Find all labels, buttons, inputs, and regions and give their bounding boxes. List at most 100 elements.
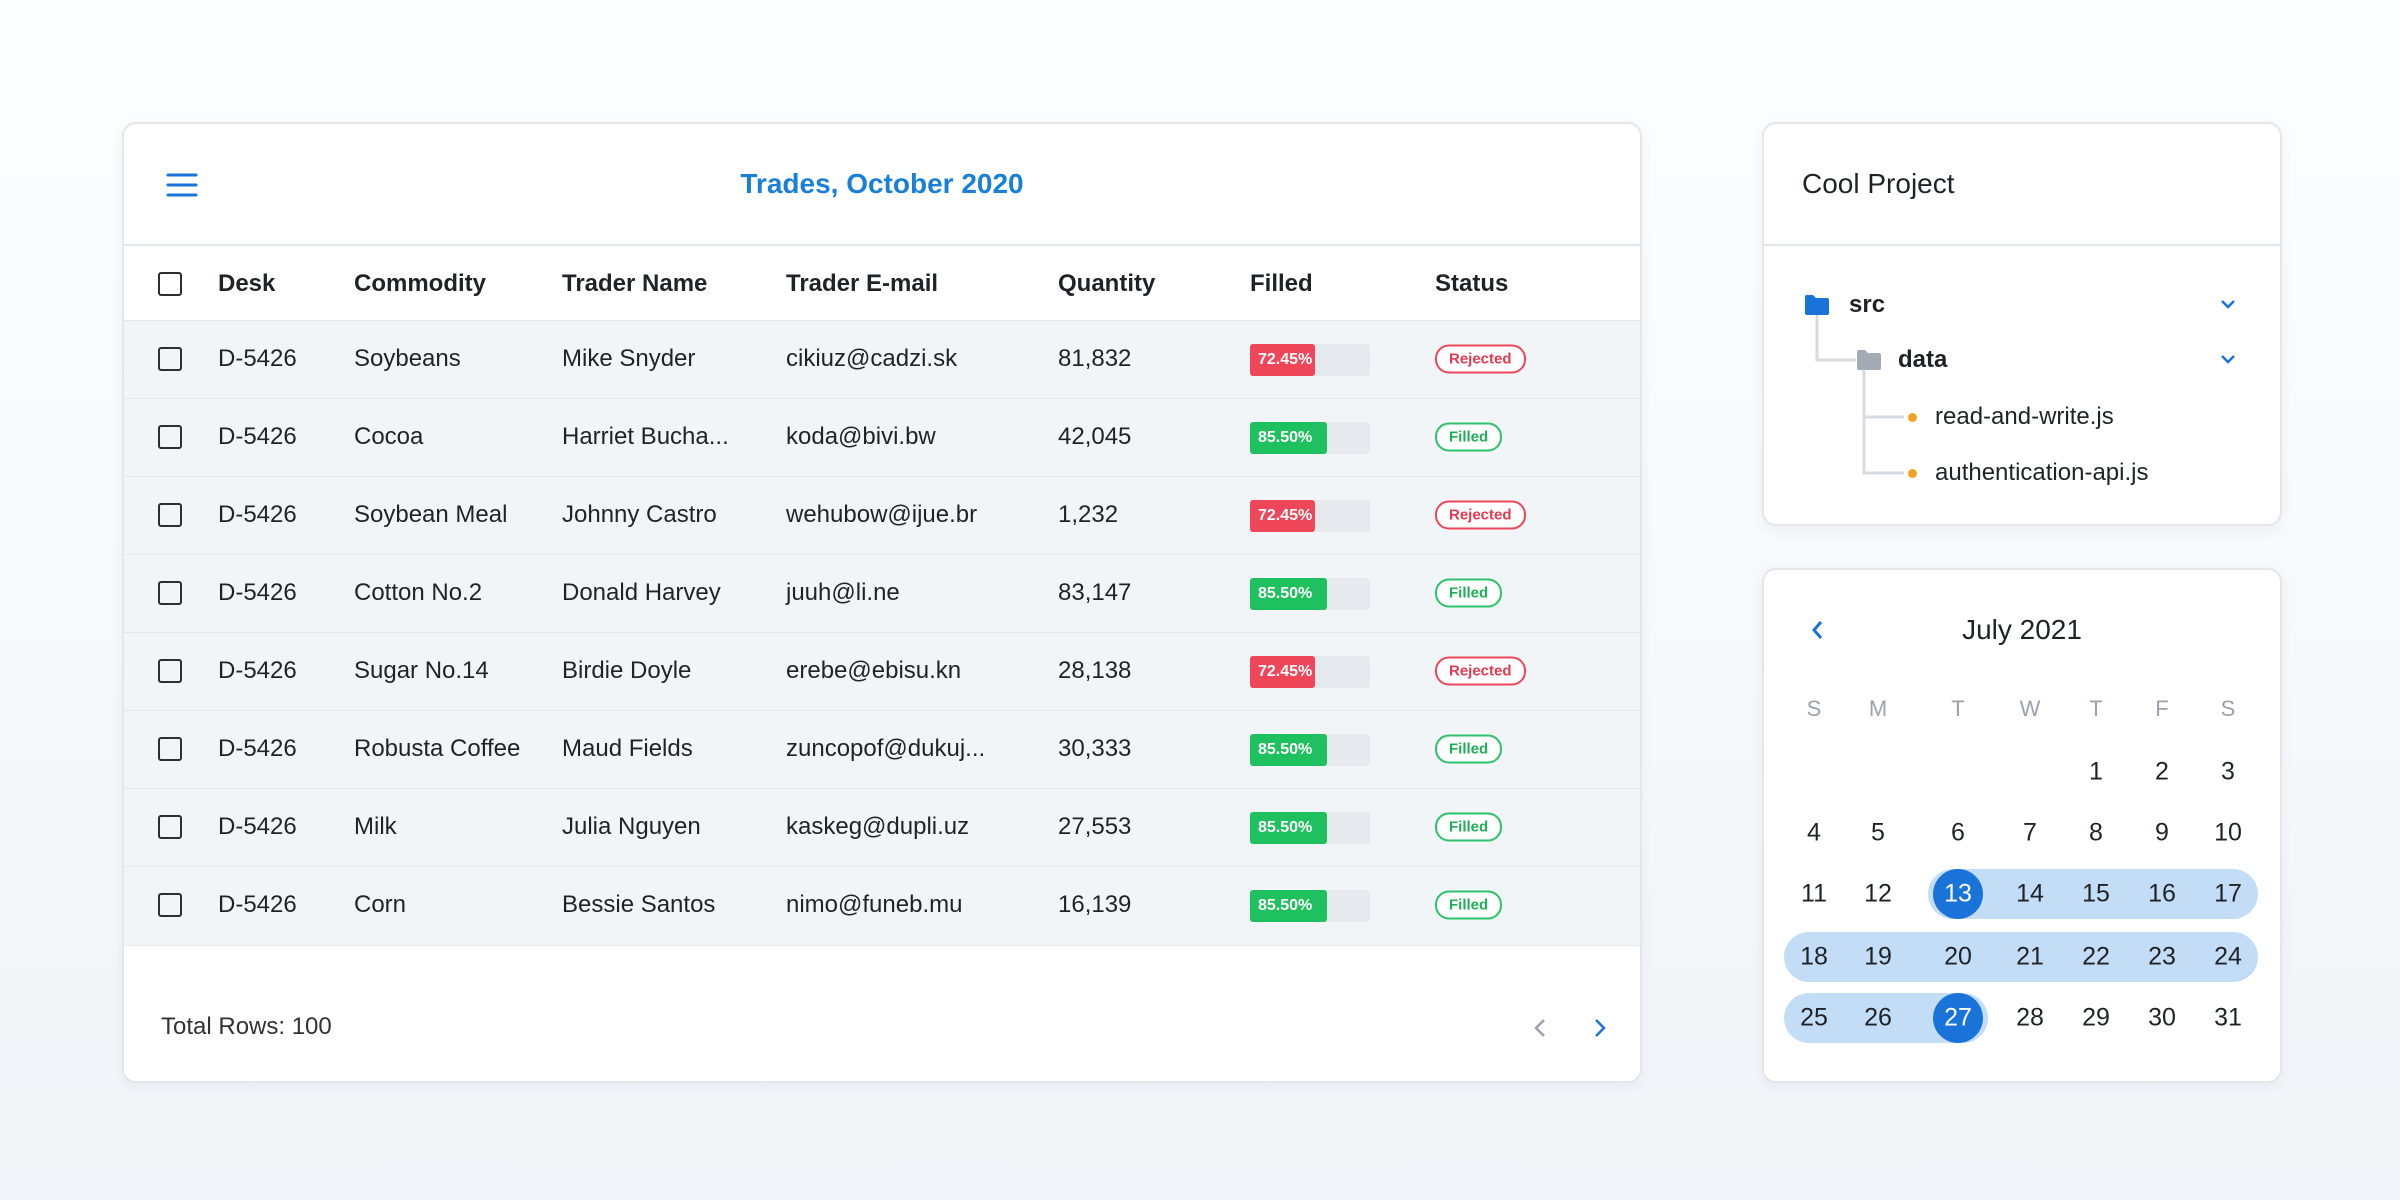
row-checkbox[interactable] xyxy=(158,425,182,449)
cell: D-5426 xyxy=(218,891,297,918)
day[interactable]: 2 xyxy=(2155,757,2169,786)
day[interactable]: 25 xyxy=(1800,1003,1828,1032)
day[interactable]: 30 xyxy=(2148,1003,2176,1032)
pagination xyxy=(1534,1019,1606,1037)
filled-bar xyxy=(1250,578,1327,610)
filled-label: 72.45% xyxy=(1258,663,1313,680)
day[interactable]: 19 xyxy=(1864,942,1892,971)
filled-label: 72.45% xyxy=(1258,507,1313,524)
weekday: T xyxy=(2089,696,2103,721)
row-checkbox[interactable] xyxy=(158,659,182,683)
cell: Mike Snyder xyxy=(562,345,696,372)
expand-chevron[interactable] xyxy=(2218,352,2238,366)
cell: 1,232 xyxy=(1058,501,1119,528)
cell: Soybeans xyxy=(354,345,461,372)
divider xyxy=(1764,244,2280,246)
folder-label[interactable]: src xyxy=(1849,291,1886,318)
status-badge: Rejected xyxy=(1435,656,1526,686)
day[interactable]: 5 xyxy=(1871,818,1885,847)
day[interactable]: 11 xyxy=(1801,879,1827,908)
cell: D-5426 xyxy=(218,423,297,450)
day[interactable]: 14 xyxy=(2016,879,2044,908)
menu-icon[interactable] xyxy=(166,172,198,198)
expand-chevron[interactable] xyxy=(2218,297,2238,311)
day[interactable]: 13 xyxy=(1944,879,1972,908)
filled-bar xyxy=(1250,734,1327,766)
cell: 83,147 xyxy=(1058,579,1132,606)
cell: Sugar No.14 xyxy=(354,657,489,684)
day[interactable]: 29 xyxy=(2082,1003,2110,1032)
day[interactable]: 1 xyxy=(2089,757,2103,786)
cell: D-5426 xyxy=(218,813,297,840)
row-checkbox[interactable] xyxy=(158,347,182,371)
file-label[interactable]: authentication-api.js xyxy=(1935,459,2149,486)
day[interactable]: 6 xyxy=(1951,818,1965,847)
day[interactable]: 15 xyxy=(2082,879,2110,908)
filled-label: 85.50% xyxy=(1258,897,1313,914)
table-row: D-5426 Milk Julia Nguyen kaskeg@dupli.uz 27,… xyxy=(124,788,1640,867)
cell: D-5426 xyxy=(218,657,297,684)
day[interactable]: 18 xyxy=(1800,942,1828,971)
next-page[interactable] xyxy=(1595,1019,1606,1037)
filled-bar xyxy=(1250,422,1327,454)
cell: Soybean Meal xyxy=(354,501,508,528)
cell: nimo@funeb.mu xyxy=(786,891,963,918)
status-badge: Filled xyxy=(1435,890,1503,920)
day[interactable]: 4 xyxy=(1807,818,1821,847)
day[interactable]: 20 xyxy=(1944,942,1972,971)
filled-bar xyxy=(1250,812,1327,844)
row-checkbox[interactable] xyxy=(158,581,182,605)
select-all-checkbox[interactable] xyxy=(158,272,182,296)
day[interactable]: 8 xyxy=(2089,818,2103,847)
day[interactable]: 17 xyxy=(2214,879,2242,908)
row-checkbox[interactable] xyxy=(158,503,182,527)
day[interactable]: 28 xyxy=(2016,1003,2044,1032)
table-row: D-5426 Cocoa Harriet Bucha... koda@bivi.bw 4… xyxy=(124,398,1640,477)
day[interactable]: 7 xyxy=(2023,818,2037,847)
day[interactable]: 22 xyxy=(2082,942,2110,971)
day[interactable]: 10 xyxy=(2214,818,2242,847)
day[interactable]: 27 xyxy=(1944,1003,1972,1032)
tree-lines xyxy=(1815,314,1904,475)
filled-label: 85.50% xyxy=(1258,429,1313,446)
project-title: Cool Project xyxy=(1802,168,1955,199)
cell: D-5426 xyxy=(218,501,297,528)
day[interactable]: 12 xyxy=(1864,879,1892,908)
column-header: Commodity xyxy=(354,270,486,297)
cell: Harriet Bucha... xyxy=(562,423,729,450)
prev-page[interactable] xyxy=(1534,1019,1545,1037)
weekday: M xyxy=(1868,696,1888,721)
cell: wehubow@ijue.br xyxy=(786,501,978,528)
table-title: Trades, October 2020 xyxy=(740,168,1024,199)
file-label[interactable]: read-and-write.js xyxy=(1935,403,2114,430)
day[interactable]: 26 xyxy=(1864,1003,1892,1032)
weekday: S xyxy=(1806,696,1822,721)
status-badge: Rejected xyxy=(1435,344,1526,374)
column-header: Filled xyxy=(1250,270,1313,297)
day[interactable]: 31 xyxy=(2214,1003,2242,1032)
cell: Birdie Doyle xyxy=(562,657,692,684)
day[interactable]: 24 xyxy=(2214,942,2242,971)
cell: 28,138 xyxy=(1058,657,1132,684)
row-checkbox[interactable] xyxy=(158,737,182,761)
selected-day xyxy=(1933,869,1983,919)
day[interactable]: 3 xyxy=(2221,757,2235,786)
day[interactable]: 16 xyxy=(2148,879,2176,908)
filled-bar xyxy=(1250,344,1316,376)
status-badge: Filled xyxy=(1435,422,1503,452)
row-checkbox[interactable] xyxy=(158,893,182,917)
cell: Corn xyxy=(354,891,407,918)
table-row: D-5426 Sugar No.14 Birdie Doyle erebe@ebisu… xyxy=(124,632,1640,711)
folder-label[interactable]: data xyxy=(1898,346,1948,373)
cell: Maud Fields xyxy=(562,735,693,762)
row-checkbox[interactable] xyxy=(158,815,182,839)
calendar-title: July 2021 xyxy=(1962,614,2082,645)
cell: 81,832 xyxy=(1058,345,1132,372)
cell: Julia Nguyen xyxy=(562,813,701,840)
prev-month[interactable] xyxy=(1806,616,1830,644)
day[interactable]: 23 xyxy=(2148,942,2176,971)
day[interactable]: 21 xyxy=(2016,942,2044,971)
day[interactable]: 9 xyxy=(2155,818,2169,847)
status-badge: Filled xyxy=(1435,578,1503,608)
